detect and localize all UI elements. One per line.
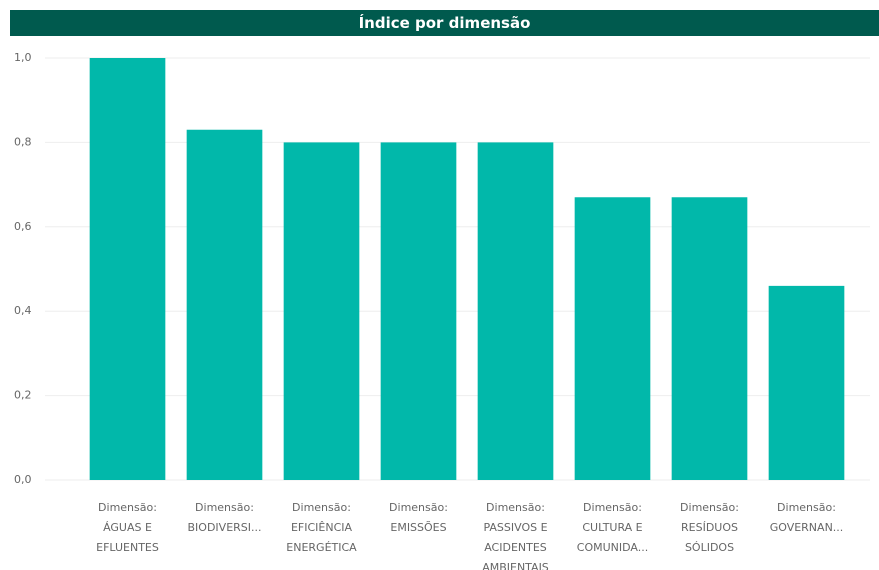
y-tick-label: 0,6 <box>14 220 32 233</box>
bar <box>477 142 554 480</box>
bar <box>671 197 748 480</box>
x-tick-label: Dimensão: PASSIVOS E ACIDENTES AMBIENTAI… <box>482 501 549 570</box>
y-tick-label: 1,0 <box>14 51 32 64</box>
bar <box>186 129 263 481</box>
y-tick-label: 0,0 <box>14 473 32 486</box>
x-tick-label: Dimensão: GOVERNAN... <box>769 501 844 534</box>
y-tick-label: 0,4 <box>14 304 32 317</box>
x-tick-label: Dimensão: EFICIÊNCIA ENERGÉTICA <box>286 501 357 554</box>
y-tick-label: 0,8 <box>14 135 32 148</box>
bar <box>768 285 845 480</box>
x-tick-label: Dimensão: RESÍDUOS SÓLIDOS <box>680 501 739 554</box>
x-tick-label: Dimensão: BIODIVERSI... <box>187 501 262 534</box>
x-tick-label: Dimensão: ÁGUAS E EFLUENTES <box>96 501 159 554</box>
x-tick-label: Dimensão: CULTURA E COMUNIDA... <box>576 501 649 554</box>
bar <box>380 142 457 480</box>
chart-title: Índice por dimensão <box>10 10 879 36</box>
bar <box>574 197 651 480</box>
bar <box>283 142 360 480</box>
x-tick-label: Dimensão: EMISSÕES <box>389 501 448 534</box>
bar <box>89 58 166 480</box>
y-tick-label: 0,2 <box>14 389 32 402</box>
